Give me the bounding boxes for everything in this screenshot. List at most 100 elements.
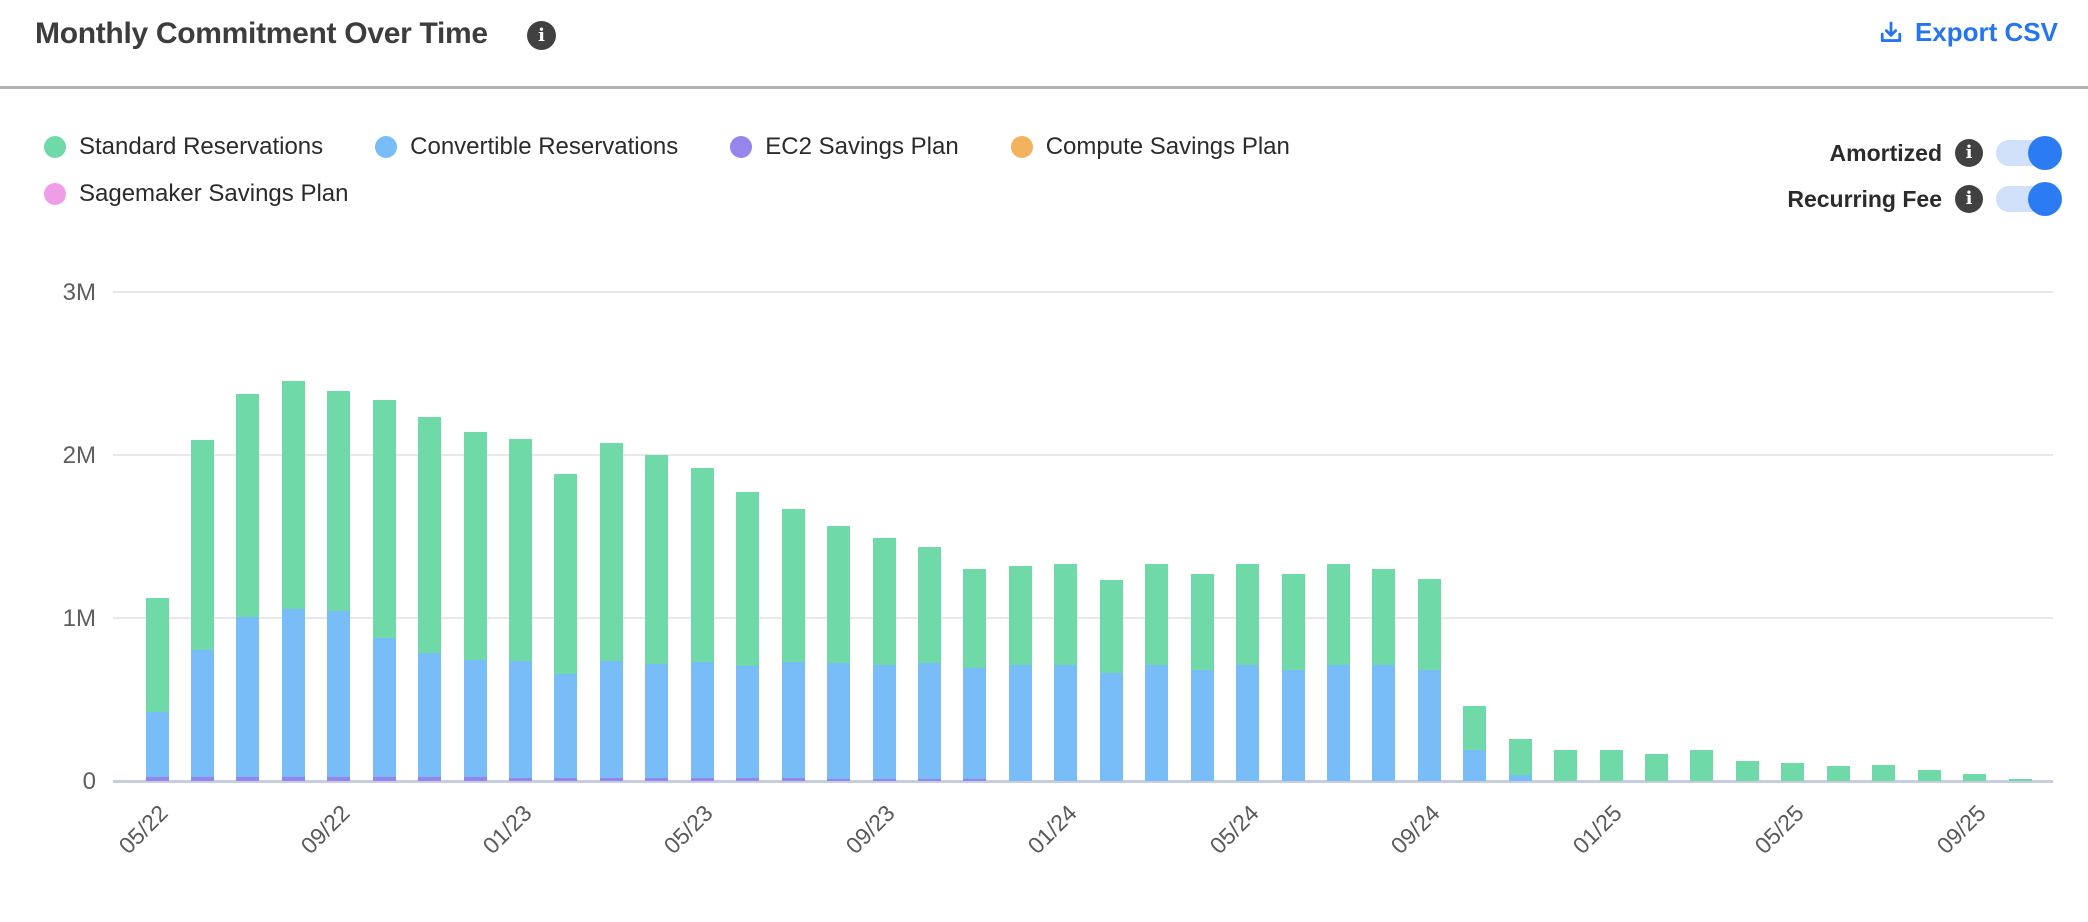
bar-06/22-standard-reservations[interactable]	[191, 440, 214, 650]
bar-01/24-standard-reservations[interactable]	[1054, 564, 1077, 665]
bar-05/22-ec2-savings-plan[interactable]	[146, 777, 169, 781]
bar-08/22-ec2-savings-plan[interactable]	[282, 777, 305, 781]
bar-01/23-convertible-reservations[interactable]	[509, 661, 532, 778]
bar-11/22-standard-reservations[interactable]	[418, 417, 441, 653]
bar-07/22-convertible-reservations[interactable]	[236, 617, 259, 777]
bar-10/23-ec2-savings-plan[interactable]	[918, 779, 941, 781]
bar-08/23-ec2-savings-plan[interactable]	[827, 779, 850, 781]
bar-04/23-ec2-savings-plan[interactable]	[645, 778, 668, 781]
bar-05/23-convertible-reservations[interactable]	[691, 662, 714, 778]
bar-07/23-convertible-reservations[interactable]	[782, 662, 805, 778]
bar-07/24-convertible-reservations[interactable]	[1327, 665, 1350, 781]
bar-09/23-convertible-reservations[interactable]	[873, 665, 896, 779]
bar-11/22-convertible-reservations[interactable]	[418, 653, 441, 777]
bar-11/23-ec2-savings-plan[interactable]	[963, 779, 986, 781]
legend-item-compute-savings-plan[interactable]: Compute Savings Plan	[1010, 131, 1290, 162]
bar-12/22-standard-reservations[interactable]	[464, 432, 487, 660]
legend-item-standard-reservations[interactable]: Standard Reservations	[44, 131, 323, 162]
bar-06/24-standard-reservations[interactable]	[1282, 574, 1305, 670]
bar-04/23-convertible-reservations[interactable]	[645, 664, 668, 778]
bar-02/23-ec2-savings-plan[interactable]	[554, 778, 577, 781]
bar-10/24-standard-reservations[interactable]	[1463, 706, 1486, 750]
bar-09/22-standard-reservations[interactable]	[327, 391, 350, 611]
bar-08/23-standard-reservations[interactable]	[827, 526, 850, 663]
bar-02/23-convertible-reservations[interactable]	[554, 674, 577, 778]
bar-09/23-standard-reservations[interactable]	[873, 538, 896, 665]
bar-01/23-standard-reservations[interactable]	[509, 439, 532, 661]
recurring-fee-toggle[interactable]	[1996, 182, 2062, 216]
bar-05/22-convertible-reservations[interactable]	[146, 712, 169, 777]
bar-12/23-standard-reservations[interactable]	[1009, 566, 1032, 665]
export-csv-button[interactable]: Export CSV	[1877, 17, 2058, 48]
bar-03/24-standard-reservations[interactable]	[1145, 564, 1168, 665]
bar-10/22-ec2-savings-plan[interactable]	[373, 777, 396, 781]
bar-07/22-standard-reservations[interactable]	[236, 394, 259, 617]
bar-03/23-standard-reservations[interactable]	[600, 443, 623, 661]
bar-06/25-standard-reservations[interactable]	[1827, 766, 1850, 781]
bar-02/25-standard-reservations[interactable]	[1645, 754, 1668, 781]
legend-item-sagemaker-savings-plan[interactable]: Sagemaker Savings Plan	[44, 178, 348, 209]
legend-item-ec2-savings-plan[interactable]: EC2 Savings Plan	[730, 131, 959, 162]
bar-04/24-convertible-reservations[interactable]	[1191, 670, 1214, 781]
bar-12/22-ec2-savings-plan[interactable]	[464, 777, 487, 781]
bar-06/23-convertible-reservations[interactable]	[736, 666, 759, 778]
bar-10/23-standard-reservations[interactable]	[918, 547, 941, 663]
bar-05/24-convertible-reservations[interactable]	[1236, 665, 1259, 781]
bar-08/25-standard-reservations[interactable]	[1918, 770, 1941, 781]
bar-08/24-standard-reservations[interactable]	[1372, 569, 1395, 665]
bar-07/24-standard-reservations[interactable]	[1327, 564, 1350, 665]
bar-10/22-convertible-reservations[interactable]	[373, 638, 396, 777]
bar-10/25-standard-reservations[interactable]	[2009, 779, 2032, 781]
bar-04/24-standard-reservations[interactable]	[1191, 574, 1214, 670]
info-icon[interactable]	[1955, 185, 1983, 213]
bar-03/23-ec2-savings-plan[interactable]	[600, 778, 623, 781]
bar-03/24-convertible-reservations[interactable]	[1145, 665, 1168, 781]
bar-08/24-convertible-reservations[interactable]	[1372, 665, 1395, 781]
bar-08/22-standard-reservations[interactable]	[282, 381, 305, 609]
bar-11/24-standard-reservations[interactable]	[1509, 739, 1532, 775]
bar-11/22-ec2-savings-plan[interactable]	[418, 777, 441, 781]
bar-03/23-convertible-reservations[interactable]	[600, 661, 623, 778]
bar-04/25-standard-reservations[interactable]	[1736, 761, 1759, 781]
bar-11/23-standard-reservations[interactable]	[963, 569, 986, 668]
bar-11/24-convertible-reservations[interactable]	[1509, 775, 1532, 781]
bar-02/23-standard-reservations[interactable]	[554, 474, 577, 674]
bar-09/22-ec2-savings-plan[interactable]	[327, 777, 350, 781]
bar-07/23-standard-reservations[interactable]	[782, 509, 805, 662]
amortized-toggle[interactable]	[1996, 136, 2062, 170]
bar-05/24-standard-reservations[interactable]	[1236, 564, 1259, 665]
bar-02/24-standard-reservations[interactable]	[1100, 580, 1123, 673]
bar-01/23-ec2-savings-plan[interactable]	[509, 778, 532, 781]
bar-12/24-standard-reservations[interactable]	[1554, 750, 1577, 781]
bar-06/22-convertible-reservations[interactable]	[191, 650, 214, 777]
bar-05/25-standard-reservations[interactable]	[1781, 763, 1804, 781]
bar-03/25-standard-reservations[interactable]	[1690, 750, 1713, 781]
bar-09/23-ec2-savings-plan[interactable]	[873, 779, 896, 781]
info-icon[interactable]	[527, 21, 556, 50]
bar-10/23-convertible-reservations[interactable]	[918, 663, 941, 779]
bar-08/23-convertible-reservations[interactable]	[827, 663, 850, 779]
bar-07/22-ec2-savings-plan[interactable]	[236, 777, 259, 781]
bar-10/22-standard-reservations[interactable]	[373, 400, 396, 638]
bar-09/24-convertible-reservations[interactable]	[1418, 670, 1441, 781]
bar-07/25-standard-reservations[interactable]	[1872, 765, 1895, 781]
bar-01/25-standard-reservations[interactable]	[1600, 750, 1623, 781]
bar-05/23-ec2-savings-plan[interactable]	[691, 778, 714, 781]
legend-item-convertible-reservations[interactable]: Convertible Reservations	[375, 131, 678, 162]
bar-09/24-standard-reservations[interactable]	[1418, 579, 1441, 670]
bar-02/24-convertible-reservations[interactable]	[1100, 673, 1123, 781]
bar-01/24-convertible-reservations[interactable]	[1054, 665, 1077, 781]
bar-05/23-standard-reservations[interactable]	[691, 468, 714, 662]
bar-05/22-standard-reservations[interactable]	[146, 598, 169, 712]
bar-10/24-convertible-reservations[interactable]	[1463, 750, 1486, 781]
bar-08/22-convertible-reservations[interactable]	[282, 609, 305, 777]
bar-09/25-standard-reservations[interactable]	[1963, 774, 1986, 781]
bar-06/23-ec2-savings-plan[interactable]	[736, 778, 759, 781]
bar-06/22-ec2-savings-plan[interactable]	[191, 777, 214, 781]
bar-09/22-convertible-reservations[interactable]	[327, 611, 350, 777]
bar-12/22-convertible-reservations[interactable]	[464, 660, 487, 777]
info-icon[interactable]	[1955, 139, 1983, 167]
bar-07/23-ec2-savings-plan[interactable]	[782, 778, 805, 781]
bar-04/23-standard-reservations[interactable]	[645, 455, 668, 664]
bar-12/23-convertible-reservations[interactable]	[1009, 665, 1032, 781]
